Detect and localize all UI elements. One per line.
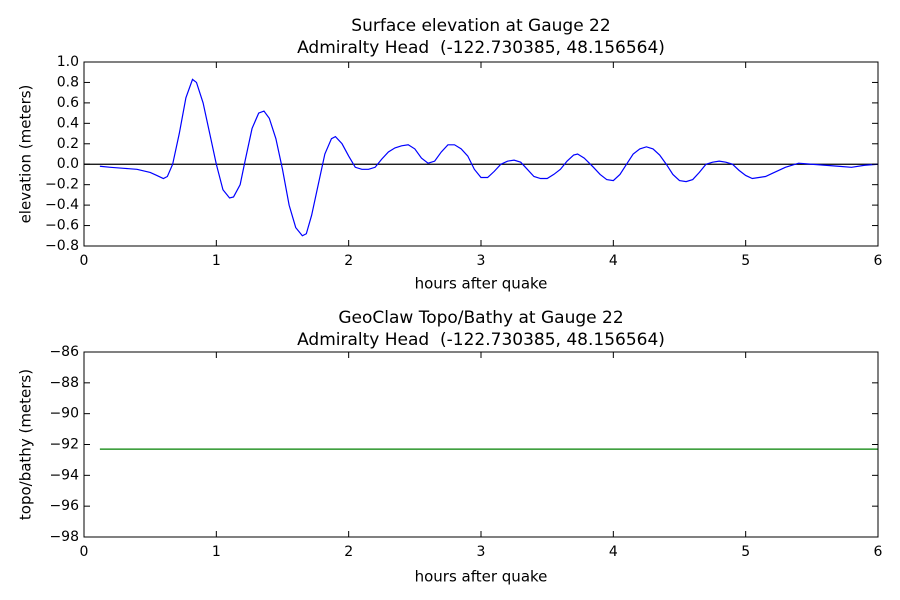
y-tick-label: 1.0 bbox=[57, 54, 79, 70]
y-tick-label: 0.8 bbox=[57, 74, 79, 90]
x-tick-label: 4 bbox=[609, 253, 618, 269]
y-tick-label: −92 bbox=[49, 437, 79, 453]
y-tick-label: −0.2 bbox=[45, 177, 79, 193]
y-tick-label: 0.2 bbox=[57, 136, 79, 152]
chart-subtitle: Admiralty Head (-122.730385, 48.156564) bbox=[297, 38, 665, 58]
x-tick-label: 1 bbox=[212, 253, 221, 269]
plot-frame bbox=[83, 351, 879, 538]
y-tick-label: −88 bbox=[49, 375, 79, 391]
x-tick-label: 4 bbox=[609, 544, 618, 560]
y-tick-label: −0.6 bbox=[45, 218, 79, 234]
x-tick-label: 6 bbox=[874, 544, 883, 560]
x-tick-label: 1 bbox=[212, 544, 221, 560]
chart-subtitle: Admiralty Head (-122.730385, 48.156564) bbox=[297, 330, 665, 350]
x-tick-label: 5 bbox=[741, 253, 750, 269]
x-tick-label: 3 bbox=[477, 544, 486, 560]
plot-frame bbox=[83, 61, 879, 247]
y-tick-label: 0.0 bbox=[57, 156, 79, 172]
x-axis-label: hours after quake bbox=[415, 275, 548, 293]
y-tick-label: −90 bbox=[49, 406, 79, 422]
x-tick-label: 6 bbox=[874, 253, 883, 269]
x-axis-label: hours after quake bbox=[415, 568, 548, 586]
y-tick-label: 0.6 bbox=[57, 95, 79, 111]
y-tick-label: 0.4 bbox=[57, 115, 79, 131]
y-tick-label: −0.8 bbox=[45, 238, 79, 254]
x-tick-label: 0 bbox=[80, 544, 89, 560]
chart-title: Surface elevation at Gauge 22 bbox=[351, 16, 610, 36]
x-tick-label: 0 bbox=[80, 253, 89, 269]
chart-title: GeoClaw Topo/Bathy at Gauge 22 bbox=[338, 308, 623, 328]
y-tick-label: −96 bbox=[49, 498, 79, 514]
x-tick-label: 2 bbox=[344, 544, 353, 560]
y-axis-label: topo/bathy (meters) bbox=[17, 369, 35, 520]
y-tick-label: −86 bbox=[49, 344, 79, 360]
x-tick-label: 2 bbox=[344, 253, 353, 269]
y-tick-label: −0.4 bbox=[45, 197, 79, 213]
y-tick-label: −94 bbox=[49, 467, 79, 483]
x-tick-label: 5 bbox=[741, 544, 750, 560]
x-tick-label: 3 bbox=[477, 253, 486, 269]
y-tick-label: −98 bbox=[49, 529, 79, 545]
y-axis-label: elevation (meters) bbox=[17, 85, 35, 224]
data-line bbox=[99, 78, 879, 237]
